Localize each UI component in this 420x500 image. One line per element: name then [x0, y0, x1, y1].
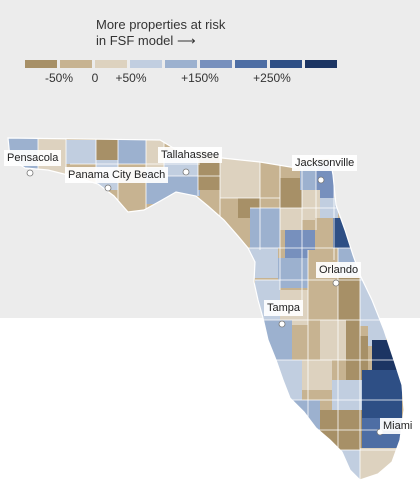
county: [66, 140, 96, 164]
legend-swatch: [235, 60, 267, 68]
county-fill-layer: [8, 138, 404, 480]
legend-label: +50%: [115, 71, 147, 85]
county: [250, 208, 280, 248]
county: [302, 190, 320, 220]
legend-title-line2: in FSF model: [96, 33, 174, 48]
county: [262, 320, 292, 360]
county: [372, 340, 402, 370]
county: [320, 450, 360, 480]
county: [260, 160, 280, 192]
legend-label: +150%: [181, 71, 219, 85]
county: [220, 158, 260, 198]
legend-swatch: [60, 60, 92, 68]
county: [280, 178, 302, 208]
county: [290, 400, 320, 430]
city-marker-jacksonville: [317, 176, 325, 184]
city-label-panama-city-beach: Panama City Beach: [65, 167, 169, 183]
legend-title: More properties at risk in FSF model ⟶: [96, 17, 296, 49]
legend-swatch: [130, 60, 162, 68]
county: [346, 336, 368, 380]
county: [302, 360, 332, 390]
legend-title-line1: More properties at risk: [96, 17, 226, 32]
county: [96, 138, 120, 160]
county: [315, 218, 333, 250]
county: [118, 138, 146, 164]
legend-swatch: [305, 60, 337, 68]
county: [332, 218, 350, 248]
city-label-tallahassee: Tallahassee: [158, 147, 223, 163]
county: [280, 208, 302, 230]
county: [308, 290, 338, 320]
county: [332, 380, 366, 410]
city-marker-tallahassee: [182, 168, 190, 176]
legend-swatch: [165, 60, 197, 68]
county: [170, 176, 200, 196]
city-label-miami: Miami: [380, 418, 416, 434]
county: [292, 325, 320, 360]
city-label-tampa: Tampa: [264, 300, 304, 316]
legend-swatch: [270, 60, 302, 68]
county: [320, 320, 346, 360]
legend-label: +250%: [253, 71, 291, 85]
legend-swatch: [200, 60, 232, 68]
legend-label: -50%: [44, 71, 74, 85]
right-arrow-icon: ⟶: [176, 33, 196, 48]
county: [248, 248, 278, 278]
city-label-jacksonville: Jacksonville: [292, 155, 358, 171]
county: [360, 448, 404, 480]
city-marker-panama-city-beach: [104, 184, 112, 192]
city-marker-orlando: [332, 279, 340, 287]
city-marker-pensacola: [26, 169, 34, 177]
county: [362, 370, 402, 418]
city-marker-tampa: [278, 320, 286, 328]
city-label-pensacola: Pensacola: [4, 150, 62, 166]
legend-swatch: [25, 60, 57, 68]
county: [272, 360, 302, 400]
county: [278, 258, 308, 288]
city-label-orlando: Orlando: [316, 262, 362, 278]
legend-label: 0: [91, 71, 99, 85]
legend-swatch: [95, 60, 127, 68]
